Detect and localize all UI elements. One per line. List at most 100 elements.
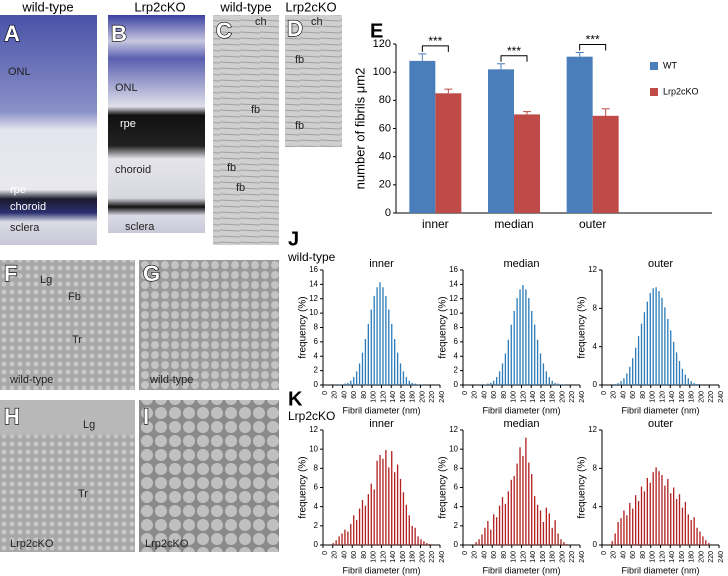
x-tick-label: 20 xyxy=(611,391,618,399)
histogram-bar xyxy=(658,291,660,385)
histogram-bar xyxy=(623,378,625,385)
y-tick-label: 4 xyxy=(454,502,459,511)
x-tick-label: 100 xyxy=(371,551,378,563)
y-tick-label: 10 xyxy=(449,444,458,453)
x-tick-label: 40 xyxy=(620,551,627,559)
histogram-bar xyxy=(396,464,399,545)
image-label: choroid xyxy=(115,164,151,176)
y-tick-label: 10 xyxy=(309,308,318,317)
x-tick-label: 80 xyxy=(501,551,508,559)
histogram-bar xyxy=(542,522,545,545)
histogram-bar xyxy=(361,499,364,545)
histogram-bar xyxy=(528,298,530,385)
y-tick-label: 2 xyxy=(314,521,319,530)
x-tick-label: 200 xyxy=(698,551,705,563)
x-tick-label: 200 xyxy=(559,551,566,563)
histogram-bar xyxy=(414,527,416,545)
image-label: rpe xyxy=(10,184,26,196)
x-axis-title: Fibril diameter (nm) xyxy=(482,565,560,575)
x-tick-label: 100 xyxy=(371,391,378,403)
histogram-bar xyxy=(394,339,396,385)
histogram-bar xyxy=(661,297,663,385)
bar xyxy=(514,114,540,213)
panel-letter: H xyxy=(4,404,20,429)
histogram-bar xyxy=(655,467,657,545)
y-tick-label: 12 xyxy=(309,425,318,434)
y-tick-label: 10 xyxy=(309,444,318,453)
histogram-bar xyxy=(394,472,396,545)
y-tick-label: 4 xyxy=(454,351,459,360)
histogram-bar xyxy=(554,520,556,545)
histogram-bar xyxy=(675,499,678,545)
panel-letter: J xyxy=(288,228,299,250)
y-tick-label: 2 xyxy=(454,366,459,375)
x-tick-label: 140 xyxy=(530,391,537,403)
image-label: choroid xyxy=(10,201,46,213)
histogram-bar xyxy=(414,383,416,385)
histogram-bar xyxy=(620,518,622,545)
histogram-bar xyxy=(341,533,343,545)
y-axis-title: number of fibrils μm2 xyxy=(352,68,367,190)
y-tick-label: 4 xyxy=(314,351,319,360)
histogram-bar xyxy=(548,513,550,545)
histogram-bar xyxy=(545,371,548,385)
error-bar xyxy=(575,51,584,57)
histogram-bar xyxy=(522,455,524,545)
y-tick-label: 8 xyxy=(593,303,598,312)
histogram-bar xyxy=(353,377,355,385)
x-tick-label: 20 xyxy=(611,551,618,559)
histogram-bar xyxy=(640,323,643,385)
histogram-bar xyxy=(475,542,477,545)
chart-title: median xyxy=(503,258,539,270)
histogram-bar xyxy=(519,289,521,385)
panel-letter: G xyxy=(143,261,160,286)
histogram-bar xyxy=(637,336,640,385)
x-tick-label: 20 xyxy=(472,551,479,559)
histogram-bar xyxy=(385,295,387,385)
legend-swatch xyxy=(650,62,658,70)
image-label: fb xyxy=(236,182,245,194)
histogram-bar xyxy=(557,383,559,385)
panel-letter: D xyxy=(287,16,303,41)
panel-header: Lrp2cKO xyxy=(134,0,185,14)
histogram-bar xyxy=(634,495,637,545)
y-tick-label: 8 xyxy=(454,463,459,472)
image-label: ONL xyxy=(115,82,138,94)
x-tick-label: 220 xyxy=(708,551,715,563)
histogram-bar xyxy=(626,515,628,545)
histogram-bar xyxy=(388,467,390,545)
histogram-bar xyxy=(693,517,695,545)
histogram-bar xyxy=(391,451,393,545)
y-tick-label: 0 xyxy=(593,540,598,549)
legend-label: Lrp2cKO xyxy=(663,86,699,96)
error-bar xyxy=(418,53,427,61)
histogram-bar xyxy=(507,339,509,385)
x-tick-label: 180 xyxy=(550,551,557,563)
histogram-bar xyxy=(652,472,654,545)
histogram-bar xyxy=(632,508,634,545)
y-tick-label: 12 xyxy=(588,265,597,274)
x-tick-label: 40 xyxy=(341,391,348,399)
x-tick-label: 200 xyxy=(419,391,426,403)
significance-label: *** xyxy=(428,34,442,48)
histogram-bar xyxy=(542,363,545,385)
x-tick-label: 0 xyxy=(462,551,469,555)
panel-letter: K xyxy=(288,388,303,410)
histogram-bar xyxy=(539,510,542,545)
histogram-bar xyxy=(484,384,486,385)
y-tick-label: 40 xyxy=(379,151,391,163)
histogram-bar xyxy=(364,505,367,545)
histogram-bar xyxy=(510,324,512,385)
histogram-bar xyxy=(335,540,337,545)
histogram-bar xyxy=(341,384,343,385)
significance-bracket xyxy=(579,43,607,51)
histogram-bar xyxy=(426,543,428,545)
histogram-bar xyxy=(699,531,701,545)
x-tick-label: 240 xyxy=(439,391,446,403)
image-label: ch xyxy=(255,16,267,28)
x-tick-label: 160 xyxy=(540,551,547,563)
histogram-bar xyxy=(536,339,539,385)
panel-letter: I xyxy=(143,404,149,429)
histogram-bar xyxy=(640,486,643,545)
